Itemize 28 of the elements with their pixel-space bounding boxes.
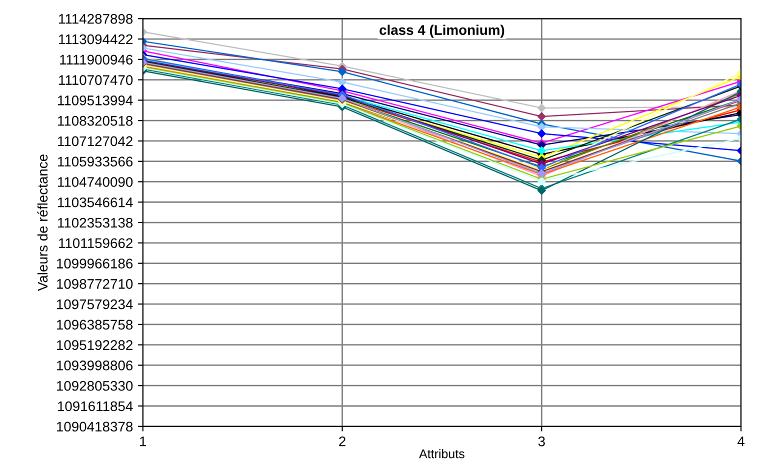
x-tick-label: 3 (538, 436, 545, 446)
y-tick-label: 1095192282 (56, 340, 132, 350)
x-tick-label: 1 (140, 436, 146, 446)
x-tick-label: 4 (737, 436, 744, 446)
chart-title: class 4 (Limonium) (380, 24, 504, 38)
y-tick-label: 1096385758 (56, 320, 133, 330)
y-tick-label: 1113094422 (59, 34, 132, 44)
y-tick-label: 1092805330 (56, 380, 133, 391)
y-tick-label: 1102353138 (58, 218, 133, 228)
y-tick-label: 1107127042 (58, 136, 132, 146)
x-tick-label: 2 (339, 436, 346, 446)
y-tick-label: 1110707470 (59, 75, 133, 85)
y-axis-title: Valeurs de réflectance (37, 154, 48, 292)
x-axis-title: Attributs (419, 449, 464, 458)
y-tick-label: 1090418378 (56, 422, 133, 432)
y-tick-label: 1105933566 (58, 156, 133, 167)
y-tick-label: 1093998806 (56, 360, 133, 370)
y-tick-label: 1114287898 (59, 14, 133, 24)
y-tick-label: 1101159662 (59, 238, 132, 248)
y-tick-label: 1109513994 (58, 96, 133, 106)
y-tick-label: 1098772710 (56, 279, 133, 289)
y-tick-label: 1097579234 (56, 299, 133, 310)
y-tick-label: 1099966186 (56, 258, 133, 268)
y-tick-label: 1111900946 (60, 54, 133, 65)
y-tick-label: 1091611854 (58, 401, 133, 412)
y-tick-label: 1103546614 (58, 197, 133, 208)
y-tick-label: 1104740090 (58, 177, 133, 187)
y-tick-label: 1108320518 (58, 116, 133, 126)
